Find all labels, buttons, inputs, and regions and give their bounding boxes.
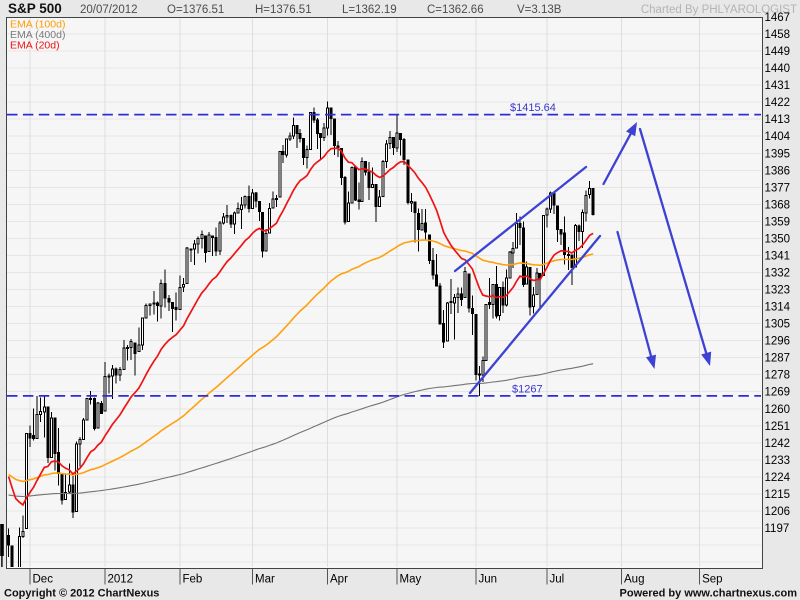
svg-text:1440: 1440 (765, 63, 791, 75)
svg-text:1233: 1233 (765, 455, 791, 467)
svg-text:Jul: Jul (550, 574, 565, 586)
svg-text:May: May (400, 574, 422, 586)
svg-text:20/07/2012: 20/07/2012 (80, 4, 138, 16)
svg-text:1215: 1215 (765, 489, 791, 501)
svg-text:1251: 1251 (765, 421, 791, 433)
svg-text:1206: 1206 (765, 506, 791, 518)
svg-text:Feb: Feb (183, 574, 203, 586)
svg-text:V=3.13B: V=3.13B (517, 4, 562, 16)
svg-text:1260: 1260 (765, 404, 791, 416)
svg-text:1278: 1278 (765, 370, 791, 382)
svg-text:EMA (20d): EMA (20d) (10, 40, 60, 52)
svg-text:Mar: Mar (255, 574, 275, 586)
svg-text:1332: 1332 (765, 268, 791, 280)
svg-text:1422: 1422 (765, 97, 791, 109)
svg-text:1242: 1242 (765, 438, 791, 450)
svg-text:1314: 1314 (765, 302, 791, 314)
svg-text:Aug: Aug (624, 574, 644, 586)
svg-text:1395: 1395 (765, 148, 791, 160)
svg-text:1287: 1287 (765, 353, 791, 365)
svg-text:1350: 1350 (765, 233, 791, 245)
svg-text:Powered by www.chartnexus.com: Powered by www.chartnexus.com (620, 588, 798, 600)
svg-text:1296: 1296 (765, 336, 791, 348)
svg-text:H=1376.51: H=1376.51 (255, 4, 312, 16)
svg-text:1224: 1224 (765, 472, 791, 484)
svg-text:1305: 1305 (765, 319, 791, 331)
svg-text:$1267: $1267 (512, 384, 543, 396)
svg-text:1458: 1458 (765, 29, 791, 41)
svg-text:C=1362.66: C=1362.66 (427, 4, 484, 16)
svg-text:1467: 1467 (765, 12, 791, 24)
svg-text:1404: 1404 (765, 131, 791, 143)
svg-text:Jun: Jun (479, 574, 498, 586)
svg-text:1431: 1431 (765, 80, 791, 92)
svg-text:Charted By PHLYAROLOGIST: Charted By PHLYAROLOGIST (641, 4, 797, 16)
svg-text:1323: 1323 (765, 285, 791, 297)
svg-text:O=1376.51: O=1376.51 (167, 4, 224, 16)
svg-text:1269: 1269 (765, 387, 791, 399)
svg-text:Sep: Sep (702, 574, 722, 586)
svg-text:EMA (100d): EMA (100d) (10, 19, 65, 31)
svg-text:1413: 1413 (765, 114, 791, 126)
svg-text:EMA (400d): EMA (400d) (10, 29, 65, 41)
svg-text:Copyright © 2012 ChartNexus: Copyright © 2012 ChartNexus (4, 588, 159, 600)
svg-text:1368: 1368 (765, 199, 791, 211)
svg-text:1359: 1359 (765, 216, 791, 228)
svg-text:2012: 2012 (108, 574, 134, 586)
svg-text:1197: 1197 (765, 523, 790, 535)
svg-text:L=1362.19: L=1362.19 (342, 4, 397, 16)
svg-text:$1415.64: $1415.64 (510, 102, 556, 114)
svg-text:S&P 500: S&P 500 (8, 1, 62, 16)
svg-text:1449: 1449 (765, 46, 791, 58)
svg-text:Apr: Apr (330, 574, 348, 586)
svg-text:1386: 1386 (765, 165, 791, 177)
svg-text:Dec: Dec (33, 574, 54, 586)
svg-text:1341: 1341 (765, 251, 791, 263)
svg-text:1377: 1377 (765, 182, 791, 194)
